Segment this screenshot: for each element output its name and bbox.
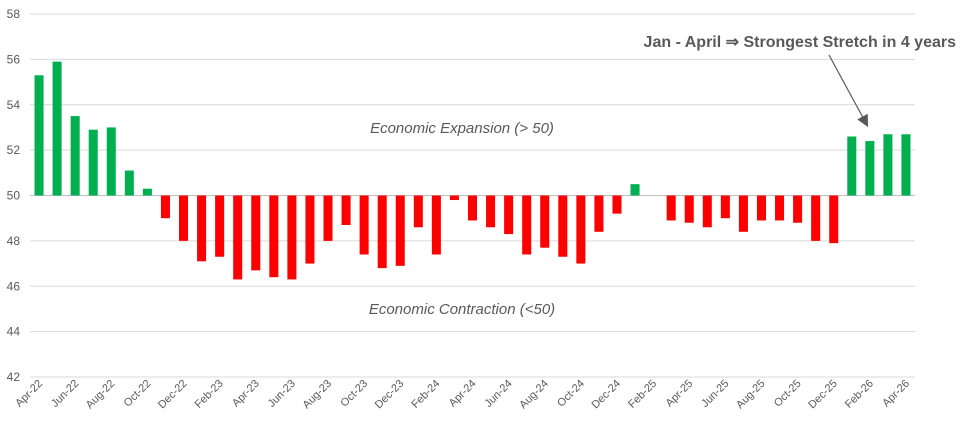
bar-oct-22 bbox=[142, 188, 152, 196]
y-tick-label: 58 bbox=[7, 7, 21, 21]
bar-apr-26 bbox=[901, 134, 911, 196]
expansion-label: Economic Expansion (> 50) bbox=[370, 120, 554, 137]
bar-feb-24 bbox=[431, 195, 441, 255]
bar-oct-25 bbox=[793, 195, 803, 223]
y-tick-label: 46 bbox=[7, 279, 21, 293]
bar-nov-23 bbox=[377, 195, 387, 269]
bar-may-23 bbox=[269, 195, 279, 278]
bar-jul-23 bbox=[305, 195, 315, 264]
bar-oct-24 bbox=[576, 195, 586, 264]
y-tick-label: 42 bbox=[7, 370, 21, 384]
bar-sep-25 bbox=[775, 195, 785, 221]
bar-apr-22 bbox=[34, 75, 44, 196]
bar-may-24 bbox=[486, 195, 496, 228]
bar-mar-23 bbox=[233, 195, 243, 280]
y-tick-label: 48 bbox=[7, 234, 21, 248]
x-tick-label: Feb-26 bbox=[843, 378, 876, 411]
bar-nov-22 bbox=[160, 195, 170, 219]
bar-aug-25 bbox=[756, 195, 766, 221]
bar-sep-24 bbox=[558, 195, 568, 257]
bar-nov-25 bbox=[811, 195, 821, 241]
bar-sep-23 bbox=[341, 195, 351, 225]
bar-jul-22 bbox=[88, 129, 98, 196]
bar-apr-24 bbox=[467, 195, 478, 221]
x-tick-label: Jun-24 bbox=[482, 378, 514, 410]
y-tick-label: 56 bbox=[7, 52, 21, 66]
bar-may-22 bbox=[52, 61, 62, 196]
x-tick-label: Oct-24 bbox=[555, 378, 587, 410]
bar-aug-22 bbox=[106, 127, 116, 196]
bar-aug-23 bbox=[323, 195, 333, 241]
bar-dec-23 bbox=[395, 195, 405, 266]
y-axis-ticks: 42 44 46 48 50 52 54 56 58 bbox=[7, 7, 21, 384]
bar-oct-23 bbox=[359, 195, 369, 255]
bar-jul-24 bbox=[522, 195, 532, 255]
y-tick-label: 54 bbox=[7, 98, 21, 112]
callout-arrow bbox=[828, 54, 869, 128]
bar-mar-25 bbox=[666, 195, 676, 221]
bar-dec-25 bbox=[829, 195, 839, 244]
y-tick-label: 52 bbox=[7, 143, 21, 157]
bar-aug-24 bbox=[540, 195, 550, 248]
x-tick-label: Jun-23 bbox=[266, 378, 298, 410]
x-tick-label: Feb-25 bbox=[626, 378, 659, 411]
bar-nov-24 bbox=[594, 195, 604, 232]
bar-jan-26 bbox=[847, 136, 857, 196]
x-tick-label: Dec-22 bbox=[156, 378, 190, 412]
bar-dec-22 bbox=[179, 195, 189, 241]
x-tick-label: Apr-26 bbox=[880, 378, 912, 410]
contraction-label: Economic Contraction (<50) bbox=[369, 301, 555, 318]
y-tick-label: 44 bbox=[7, 325, 21, 339]
x-tick-label: Dec-25 bbox=[806, 378, 840, 412]
bar-jun-25 bbox=[720, 195, 730, 219]
bar-dec-24 bbox=[612, 195, 622, 214]
x-tick-label: Jun-22 bbox=[49, 378, 81, 410]
bar-jan-24 bbox=[413, 195, 423, 228]
x-tick-label: Apr-24 bbox=[447, 378, 479, 410]
bar-jul-25 bbox=[738, 195, 748, 232]
x-tick-label: Aug-23 bbox=[301, 378, 335, 412]
bar-jun-23 bbox=[287, 195, 297, 280]
bar-apr-23 bbox=[251, 195, 261, 271]
bar-apr-25 bbox=[684, 195, 694, 223]
bar-mar-24 bbox=[449, 195, 459, 201]
x-tick-label: Oct-23 bbox=[338, 378, 370, 410]
x-tick-label: Dec-24 bbox=[590, 378, 624, 412]
x-tick-label: Oct-22 bbox=[122, 378, 154, 410]
x-tick-label: Feb-24 bbox=[409, 378, 442, 411]
x-tick-label: Aug-25 bbox=[734, 378, 768, 412]
bar-jun-24 bbox=[504, 195, 514, 235]
bar-may-25 bbox=[702, 195, 712, 228]
x-tick-label: Apr-25 bbox=[664, 378, 696, 410]
x-axis-ticks: Apr-22 Jun-22 Aug-22 Oct-22 Dec-22 Feb-23 Apr-… bbox=[13, 378, 912, 412]
bar-feb-23 bbox=[215, 195, 225, 257]
callout-text: Jan - April ⇒ Strongest Stretch in 4 yea… bbox=[644, 34, 957, 51]
x-tick-label: Aug-24 bbox=[517, 378, 551, 412]
x-tick-label: Oct-25 bbox=[772, 378, 804, 410]
x-tick-label: Apr-23 bbox=[230, 378, 262, 410]
x-tick-label: Dec-23 bbox=[373, 378, 407, 412]
x-tick-label: Feb-23 bbox=[193, 378, 226, 411]
bars bbox=[34, 61, 911, 280]
bar-mar-26 bbox=[883, 134, 893, 196]
bar-jun-22 bbox=[70, 116, 80, 196]
x-tick-label: Aug-22 bbox=[84, 378, 118, 412]
bar-jan-25 bbox=[630, 184, 640, 196]
x-tick-label: Jun-25 bbox=[699, 378, 731, 410]
bar-sep-22 bbox=[124, 170, 134, 196]
y-tick-label: 50 bbox=[7, 189, 21, 203]
bar-jan-23 bbox=[197, 195, 207, 262]
bar-feb-26 bbox=[865, 141, 875, 196]
